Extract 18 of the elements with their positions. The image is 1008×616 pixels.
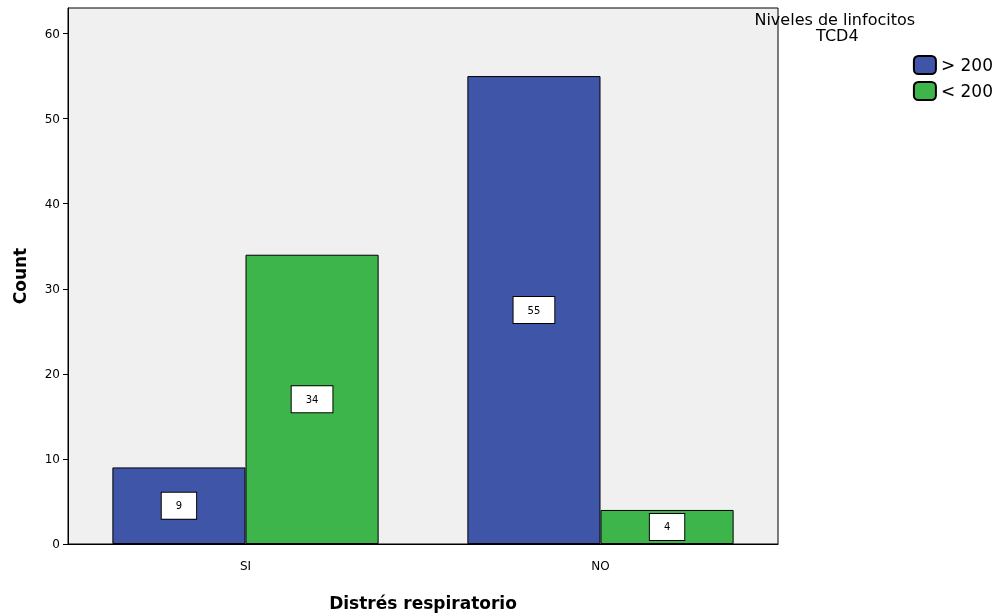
y-tick-label: 30 — [44, 281, 60, 296]
data-label: 9 — [175, 500, 183, 512]
legend-label: > 200 — [940, 55, 994, 75]
legend-title: Niveles de linfocitos TCD4 — [754, 9, 921, 45]
y-tick-label: 60 — [44, 26, 60, 41]
y-tick-label: 40 — [44, 196, 60, 211]
data-label: 4 — [663, 521, 671, 533]
x-tick-label: NO — [591, 559, 610, 573]
y-tick-label: 10 — [44, 451, 60, 466]
y-tick-label: 20 — [44, 366, 60, 381]
legend-label: < 200 — [940, 81, 994, 101]
x-tick-label: SI — [239, 559, 252, 573]
x-axis-title: Distrés respiratorio — [329, 592, 517, 613]
data-label: 34 — [305, 393, 319, 405]
y-tick-label: 0 — [52, 537, 60, 551]
y-axis-title: Count — [9, 247, 30, 305]
y-tick-label: 50 — [44, 111, 60, 126]
data-label: 55 — [527, 304, 541, 316]
